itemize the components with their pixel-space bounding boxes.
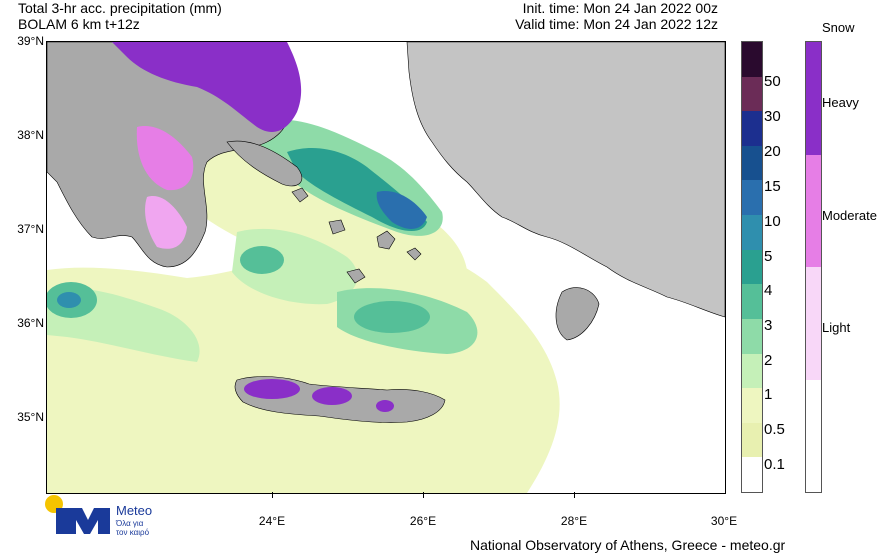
snow-heavy-north bbox=[112, 42, 302, 132]
precip-legend-label: 0.5 bbox=[764, 421, 785, 438]
land-evia bbox=[226, 140, 303, 187]
snow-colorbar bbox=[805, 41, 822, 493]
precip-colorbar-cell bbox=[742, 457, 762, 492]
init-time: Init. time: Mon 24 Jan 2022 00z bbox=[522, 0, 718, 16]
precip-colorbar-cell bbox=[742, 42, 762, 77]
lon-label: 26°E bbox=[409, 514, 437, 528]
precip-blob-crete-n bbox=[354, 301, 430, 333]
snow-colorbar-cell bbox=[806, 267, 821, 380]
lat-label: 36°N bbox=[17, 316, 44, 330]
precip-colorbar-cell bbox=[742, 76, 762, 112]
precip-colorbar-cell bbox=[742, 388, 762, 423]
land-island bbox=[291, 187, 309, 203]
precip-legend-label: 0.1 bbox=[764, 456, 785, 473]
precip-legend-label: 15 bbox=[764, 178, 781, 195]
precip-colorbar-cell bbox=[742, 249, 762, 285]
logo-tagline: Όλα για τον καιρό bbox=[116, 519, 149, 537]
precip-legend-label: 50 bbox=[764, 73, 781, 90]
land-island bbox=[346, 268, 366, 284]
lon-label: 24°E bbox=[258, 514, 286, 528]
precip-colorbar-cell bbox=[742, 215, 762, 250]
lon-tick bbox=[272, 492, 273, 498]
lon-label: 30°E bbox=[710, 514, 738, 528]
precip-colorbar-cell bbox=[742, 145, 762, 181]
precip-colorbar-cell bbox=[742, 284, 762, 319]
precip-legend-label: 1 bbox=[764, 386, 773, 403]
precip-colorbar bbox=[741, 41, 763, 493]
snow-colorbar-cell bbox=[806, 42, 821, 155]
land-rhodes bbox=[555, 287, 600, 341]
precip-legend-label: 10 bbox=[764, 213, 781, 230]
land-island bbox=[406, 247, 422, 261]
snow-legend-label: Light bbox=[822, 320, 851, 335]
precip-colorbar-cell bbox=[742, 422, 762, 458]
snow-moderate-peloponnese bbox=[145, 196, 187, 249]
precip-blob-west-core bbox=[57, 292, 81, 308]
map-title: Total 3-hr acc. precipitation (mm) bbox=[18, 0, 222, 16]
lat-label: 38°N bbox=[17, 128, 44, 142]
precip-colorbar-cell bbox=[742, 180, 762, 216]
precip-legend-label: 4 bbox=[764, 282, 773, 299]
logo-tagline-line: τον καιρό bbox=[116, 528, 150, 537]
lon-label: 28°E bbox=[560, 514, 588, 528]
lon-tick bbox=[574, 492, 575, 498]
snow-crete-central bbox=[312, 387, 352, 405]
model-subtitle: BOLAM 6 km t+12z bbox=[18, 16, 140, 32]
snow-legend-title: Snow bbox=[822, 20, 855, 35]
precip-legend-label: 3 bbox=[764, 317, 773, 334]
precip-legend-label: 30 bbox=[764, 108, 781, 125]
lat-label: 39°N bbox=[17, 34, 44, 48]
meteo-logo bbox=[45, 495, 110, 534]
valid-time: Valid time: Mon 24 Jan 2022 12z bbox=[515, 16, 718, 32]
snow-legend-label: Heavy bbox=[822, 95, 859, 110]
precip-colorbar-cell bbox=[742, 318, 762, 354]
precip-field-light-north bbox=[161, 110, 468, 292]
land-island bbox=[376, 230, 396, 250]
land-island bbox=[328, 219, 346, 235]
precip-blob-central bbox=[240, 246, 284, 274]
snow-moderate-north bbox=[136, 126, 194, 191]
land-turkey bbox=[406, 42, 725, 318]
precip-legend-label: 2 bbox=[764, 352, 773, 369]
precipitation-map bbox=[46, 41, 726, 494]
logo-wordmark: Meteo bbox=[116, 503, 153, 518]
precip-legend-label: 20 bbox=[764, 143, 781, 160]
lat-label: 37°N bbox=[17, 222, 44, 236]
precip-legend-label: 5 bbox=[764, 248, 773, 265]
snow-crete-west bbox=[244, 379, 300, 399]
snow-crete-east bbox=[376, 400, 394, 412]
precip-colorbar-cell bbox=[742, 353, 762, 389]
snow-colorbar-cell bbox=[806, 379, 821, 492]
snow-legend-label: Moderate bbox=[822, 208, 877, 223]
precip-core-blue bbox=[376, 191, 427, 229]
snow-colorbar-cell bbox=[806, 154, 821, 267]
logo-tagline-line: Όλα για bbox=[116, 519, 144, 528]
lon-tick bbox=[423, 492, 424, 498]
lat-label: 35°N bbox=[17, 410, 44, 424]
footer-credit: National Observatory of Athens, Greece -… bbox=[470, 537, 786, 553]
map-canvas bbox=[47, 42, 725, 493]
logo-m-icon bbox=[56, 508, 110, 534]
precip-colorbar-cell bbox=[742, 111, 762, 146]
